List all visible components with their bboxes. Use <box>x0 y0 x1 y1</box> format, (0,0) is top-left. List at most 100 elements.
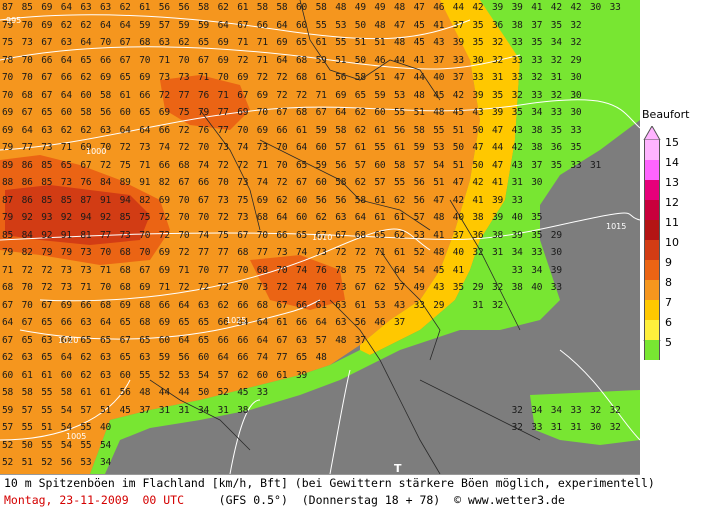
gust-value: 79 <box>198 107 210 118</box>
gust-value: 36 <box>472 229 484 241</box>
gust-value: 31 <box>511 177 523 188</box>
gust-value: 64 <box>276 19 288 31</box>
gust-value: 70 <box>237 282 249 293</box>
gust-value: 63 <box>335 212 347 223</box>
gust-value: 29 <box>570 54 582 66</box>
gust-value: 38 <box>511 282 523 293</box>
gust-value: 32 <box>570 37 582 48</box>
gust-value: 57 <box>217 369 229 381</box>
gust-value: 68 <box>237 247 249 258</box>
gust-value: 60 <box>296 2 308 13</box>
gust-value: 85 <box>2 229 14 241</box>
gust-value: 62 <box>80 352 92 363</box>
gust-value: 43 <box>394 299 406 311</box>
gust-value: 33 <box>531 247 543 258</box>
gust-value: 72 <box>100 159 112 171</box>
gust-value: 65 <box>198 334 210 346</box>
gust-value: 56 <box>60 457 72 468</box>
legend-level-label: 12 <box>665 196 679 209</box>
gust-value: 68 <box>21 89 33 101</box>
credit-link[interactable]: © www.wetter3.de <box>454 493 565 507</box>
gust-value: 60 <box>296 19 308 31</box>
gust-value: 65 <box>374 229 386 241</box>
gust-value: 68 <box>119 247 131 258</box>
gust-value: 38 <box>531 142 543 153</box>
gust-value: 63 <box>296 334 308 346</box>
gust-value: 35 <box>531 37 543 48</box>
gust-value: 64 <box>60 54 72 66</box>
gust-value: 63 <box>100 2 112 13</box>
legend-color-box <box>644 140 660 160</box>
gust-value: 58 <box>2 387 14 398</box>
legend-color-box <box>644 320 660 340</box>
gust-value: 70 <box>315 282 327 293</box>
gust-value: 57 <box>394 282 406 293</box>
gust-value: 85 <box>119 212 131 223</box>
model-name: (GFS 0.5°) <box>218 493 288 507</box>
gust-value: 45 <box>452 107 464 118</box>
run-date: Montag, 23-11-2009 00 UTC <box>4 493 185 507</box>
gust-value: 32 <box>511 89 523 101</box>
gust-value: 49 <box>413 282 425 293</box>
gust-value: 66 <box>60 72 72 83</box>
gust-value: 42 <box>511 142 523 153</box>
gust-value: 59 <box>158 352 170 363</box>
gust-value-grid: 87 85 69 64 63 63 62 61 56 56 58 62 61 58 58 60 58 48 49 49… <box>2 2 621 468</box>
gust-value: 51 <box>452 124 464 136</box>
gust-value: 44 <box>158 387 170 398</box>
gust-value: 30 <box>472 54 484 66</box>
gust-value: 33 <box>550 107 562 118</box>
gust-value: 68 <box>139 299 151 311</box>
gust-value: 39 <box>492 107 504 118</box>
gust-value: 67 <box>237 229 249 241</box>
gust-value: 51 <box>413 107 425 118</box>
gust-value: 89 <box>2 159 14 171</box>
land-green-east <box>360 0 640 360</box>
gust-value: 72 <box>21 264 33 276</box>
gust-value: 70 <box>237 264 249 276</box>
gust-value: 48 <box>374 19 386 31</box>
gust-value: 47 <box>472 142 484 153</box>
gust-value: 76 <box>198 89 210 101</box>
gust-value: 56 <box>178 352 190 363</box>
gust-value: 57 <box>2 422 14 433</box>
gust-value: 71 <box>217 89 229 101</box>
gust-value: 77 <box>100 229 112 241</box>
gust-value: 69 <box>158 264 170 276</box>
gust-value: 38 <box>511 19 523 31</box>
gust-value: 30 <box>570 72 582 83</box>
gust-value: 70 <box>198 142 210 153</box>
gust-value: 47 <box>492 124 504 136</box>
gust-value: 69 <box>80 142 92 153</box>
gust-value: 59 <box>413 142 425 153</box>
gust-value: 52 <box>2 457 14 468</box>
gust-value: 65 <box>41 352 53 363</box>
gust-value: 58 <box>413 124 425 136</box>
gust-value: 44 <box>492 142 504 153</box>
gust-value: 55 <box>315 19 327 31</box>
gust-value: 53 <box>374 299 386 311</box>
gust-value: 51 <box>335 54 347 66</box>
gust-value: 70 <box>217 72 229 83</box>
gust-value: 63 <box>80 2 92 13</box>
gust-value: 72 <box>158 89 170 101</box>
gust-value: 55 <box>41 404 53 416</box>
gust-value: 45 <box>413 19 425 31</box>
gust-value: 70 <box>21 72 33 83</box>
gust-value: 65 <box>60 159 72 171</box>
gust-value: 61 <box>315 37 327 48</box>
gust-value: 67 <box>119 334 131 346</box>
gust-value: 71 <box>80 282 92 293</box>
land-yellow-band <box>360 0 520 360</box>
gust-value: 69 <box>237 72 249 83</box>
gust-value: 34 <box>198 404 210 416</box>
gust-value: 71 <box>315 89 327 101</box>
gust-value: 72 <box>217 282 229 293</box>
gust-value: 77 <box>256 247 268 258</box>
gust-value: 58 <box>100 89 112 101</box>
gust-value: 57 <box>413 159 425 171</box>
gust-value: 33 <box>531 422 543 433</box>
gust-value: 40 <box>100 422 112 433</box>
gust-value: 70 <box>276 264 288 276</box>
gust-value: 43 <box>472 107 484 118</box>
